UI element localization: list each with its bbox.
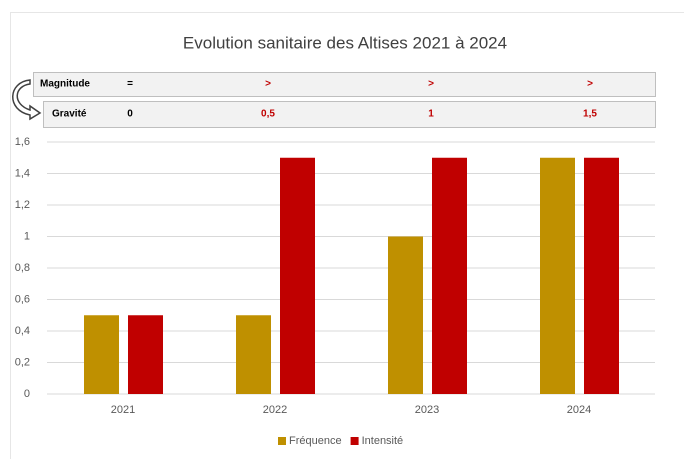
bar: [540, 157, 575, 394]
chart-title: Evolution sanitaire des Altises 2021 à 2…: [183, 33, 507, 52]
bar: [84, 315, 119, 394]
y-tick-label: 1,2: [15, 199, 30, 211]
x-tick-label: 2021: [111, 404, 135, 416]
curved-arrow: [12, 79, 42, 121]
table-cell: >: [265, 79, 271, 90]
legend-label: Fréquence: [289, 435, 342, 447]
bar: [128, 315, 163, 394]
y-tick-label: 0,4: [15, 325, 30, 337]
table-cell: 0,5: [261, 109, 275, 120]
table-cell: 1: [428, 109, 434, 120]
bar: [388, 236, 423, 394]
legend-label: Intensité: [362, 435, 404, 447]
y-tick-label: 0,2: [15, 356, 30, 368]
table-cell: 0: [127, 109, 133, 120]
table-cell: >: [587, 79, 593, 90]
bar: [280, 157, 315, 394]
y-tick-label: 1,6: [15, 136, 30, 148]
y-tick-label: 0: [24, 388, 30, 400]
table-row-label: Gravité: [52, 109, 87, 120]
legend-swatch: [278, 437, 286, 445]
y-tick-label: 1,4: [15, 167, 30, 179]
x-tick-label: 2024: [567, 404, 591, 416]
legend-swatch: [350, 437, 359, 445]
y-tick-label: 0,6: [15, 293, 30, 305]
bar: [584, 157, 619, 394]
y-tick-label: 1: [24, 230, 30, 242]
x-tick-label: 2022: [263, 404, 287, 416]
table-cell: 1,5: [583, 109, 597, 120]
bar: [432, 157, 467, 394]
table-cell: >: [428, 79, 434, 90]
table-row-label: Magnitude: [40, 79, 90, 90]
bar: [236, 315, 271, 394]
table-cell: =: [127, 79, 133, 90]
y-tick-label: 0,8: [15, 262, 30, 274]
x-tick-label: 2023: [415, 404, 439, 416]
table-row-box: [33, 72, 656, 97]
table-row-box: [43, 101, 656, 128]
